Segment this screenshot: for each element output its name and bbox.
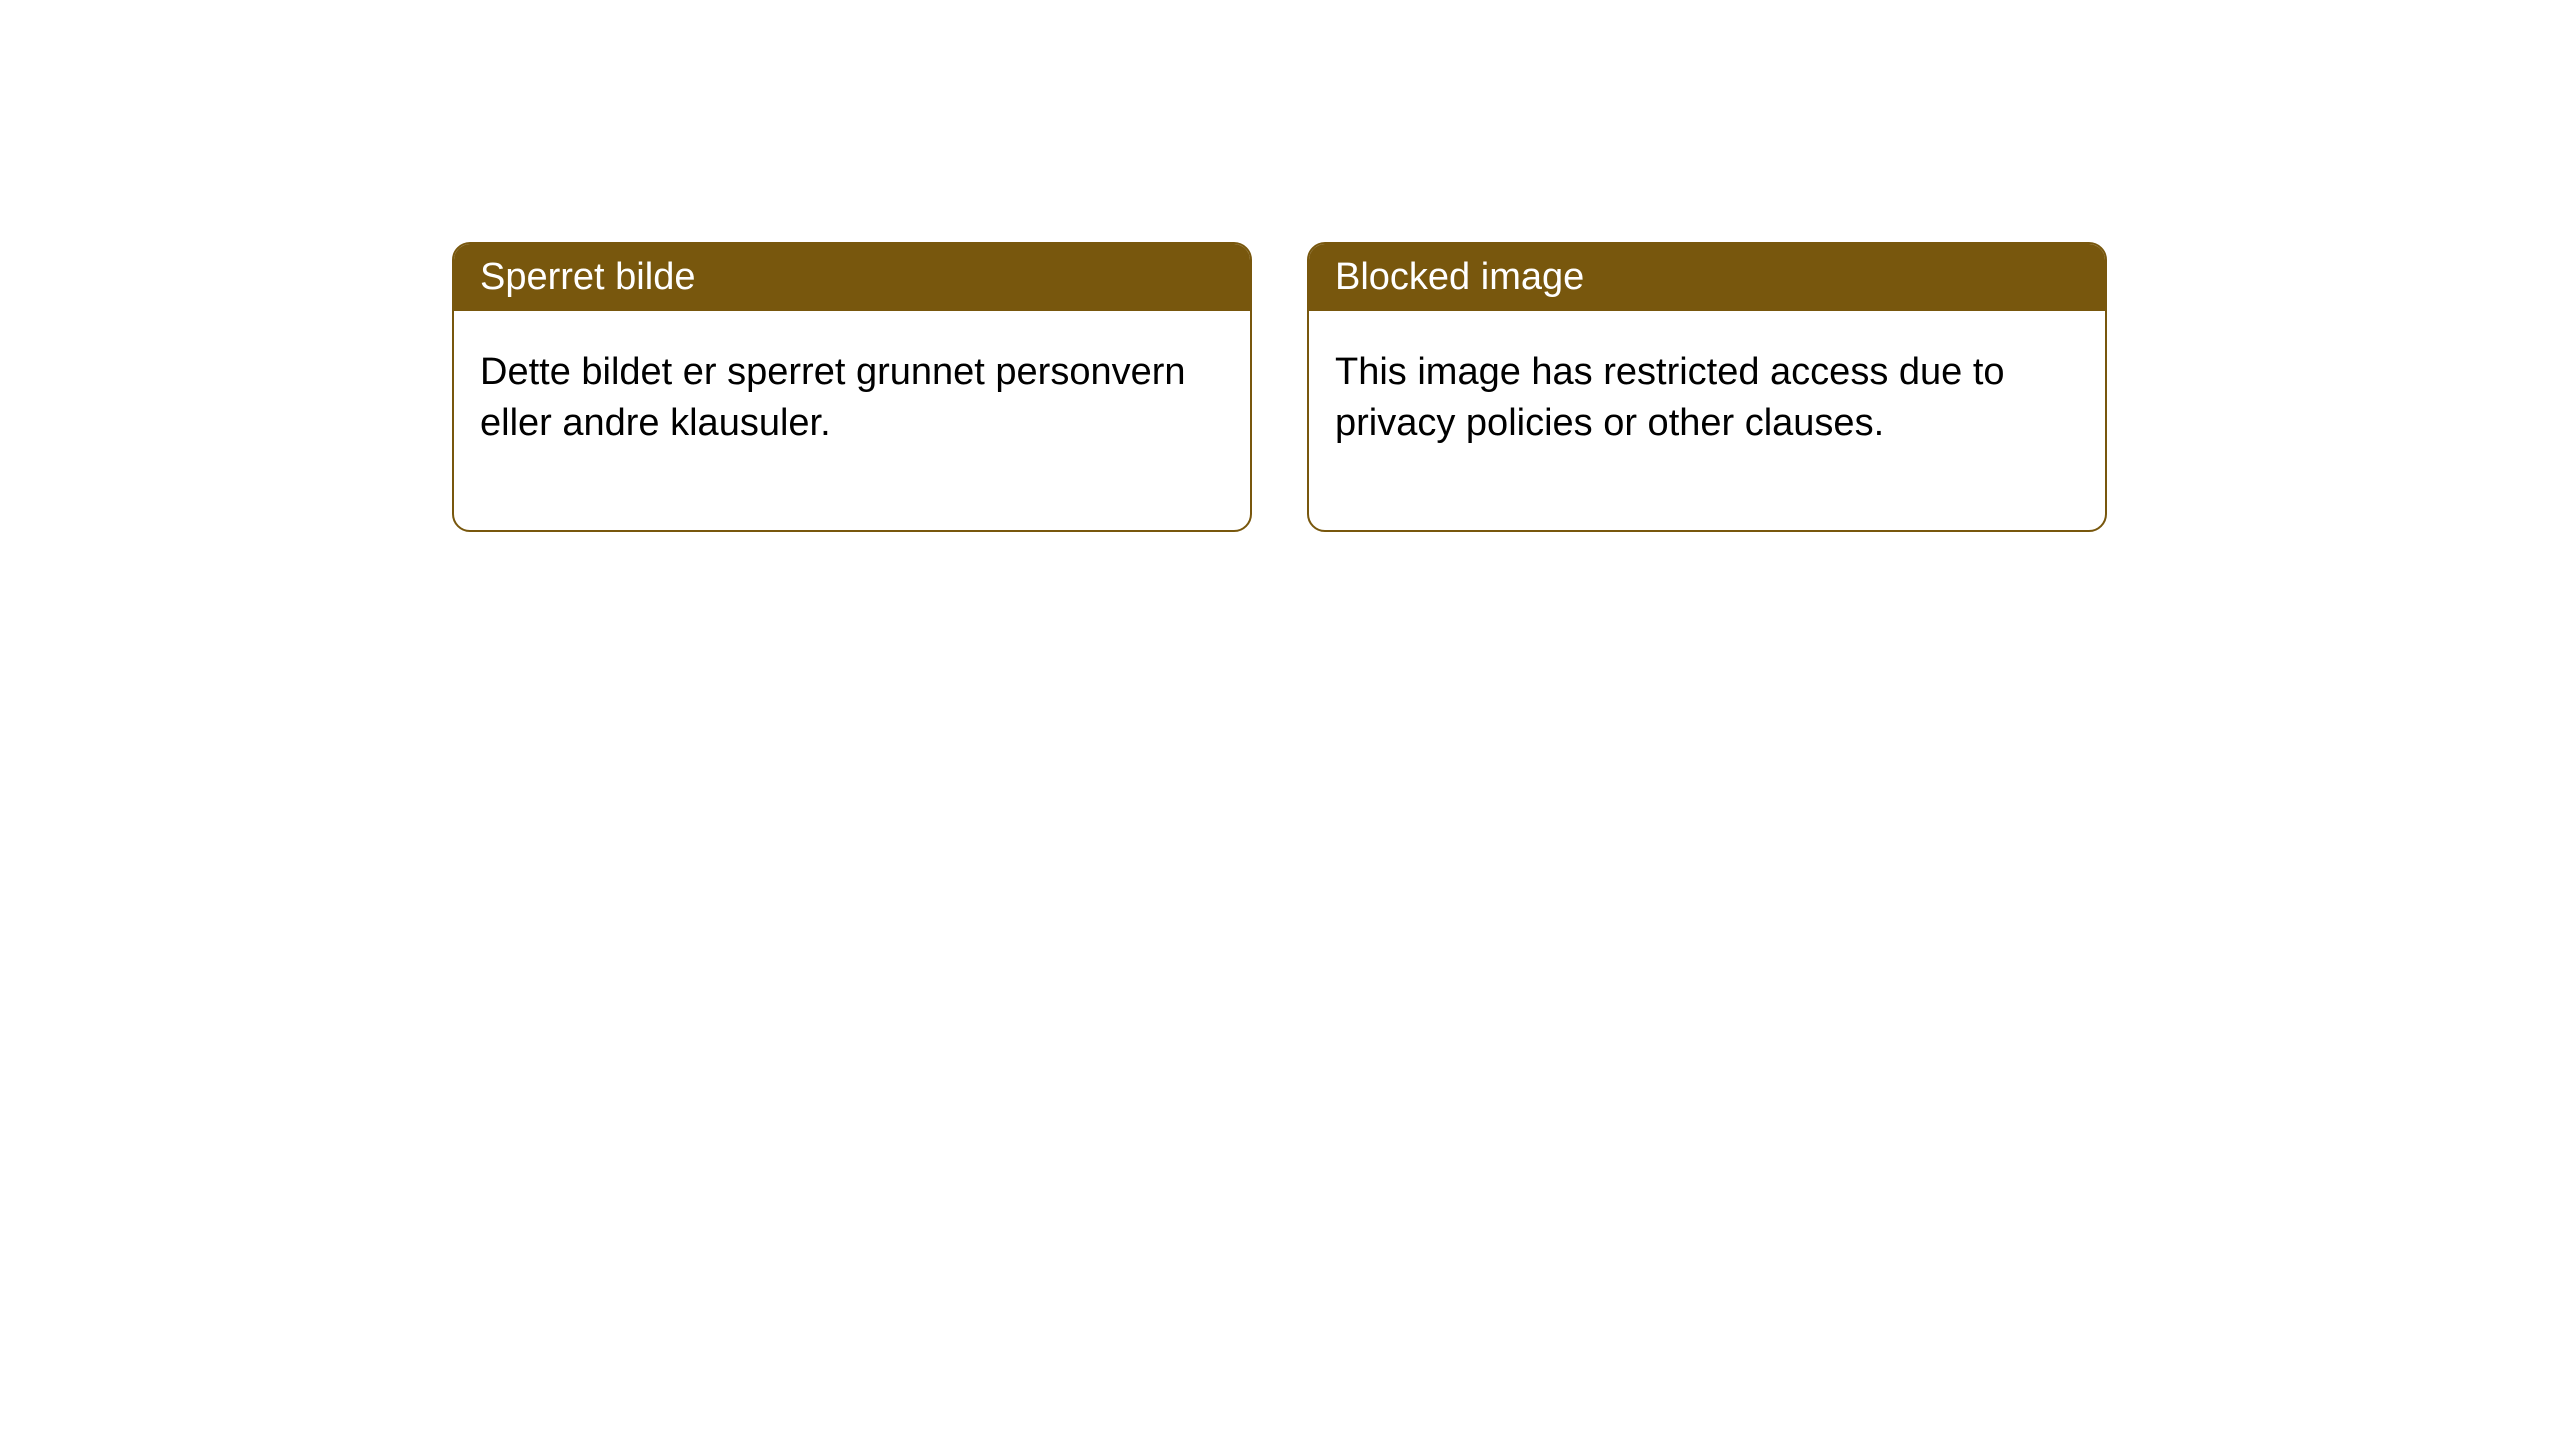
notice-card-en: Blocked image This image has restricted … bbox=[1307, 242, 2107, 532]
notice-container: Sperret bilde Dette bildet er sperret gr… bbox=[0, 0, 2560, 532]
notice-title-nb: Sperret bilde bbox=[454, 244, 1250, 311]
notice-body-nb: Dette bildet er sperret grunnet personve… bbox=[454, 311, 1250, 530]
notice-title-en: Blocked image bbox=[1309, 244, 2105, 311]
notice-body-en: This image has restricted access due to … bbox=[1309, 311, 2105, 530]
notice-card-nb: Sperret bilde Dette bildet er sperret gr… bbox=[452, 242, 1252, 532]
